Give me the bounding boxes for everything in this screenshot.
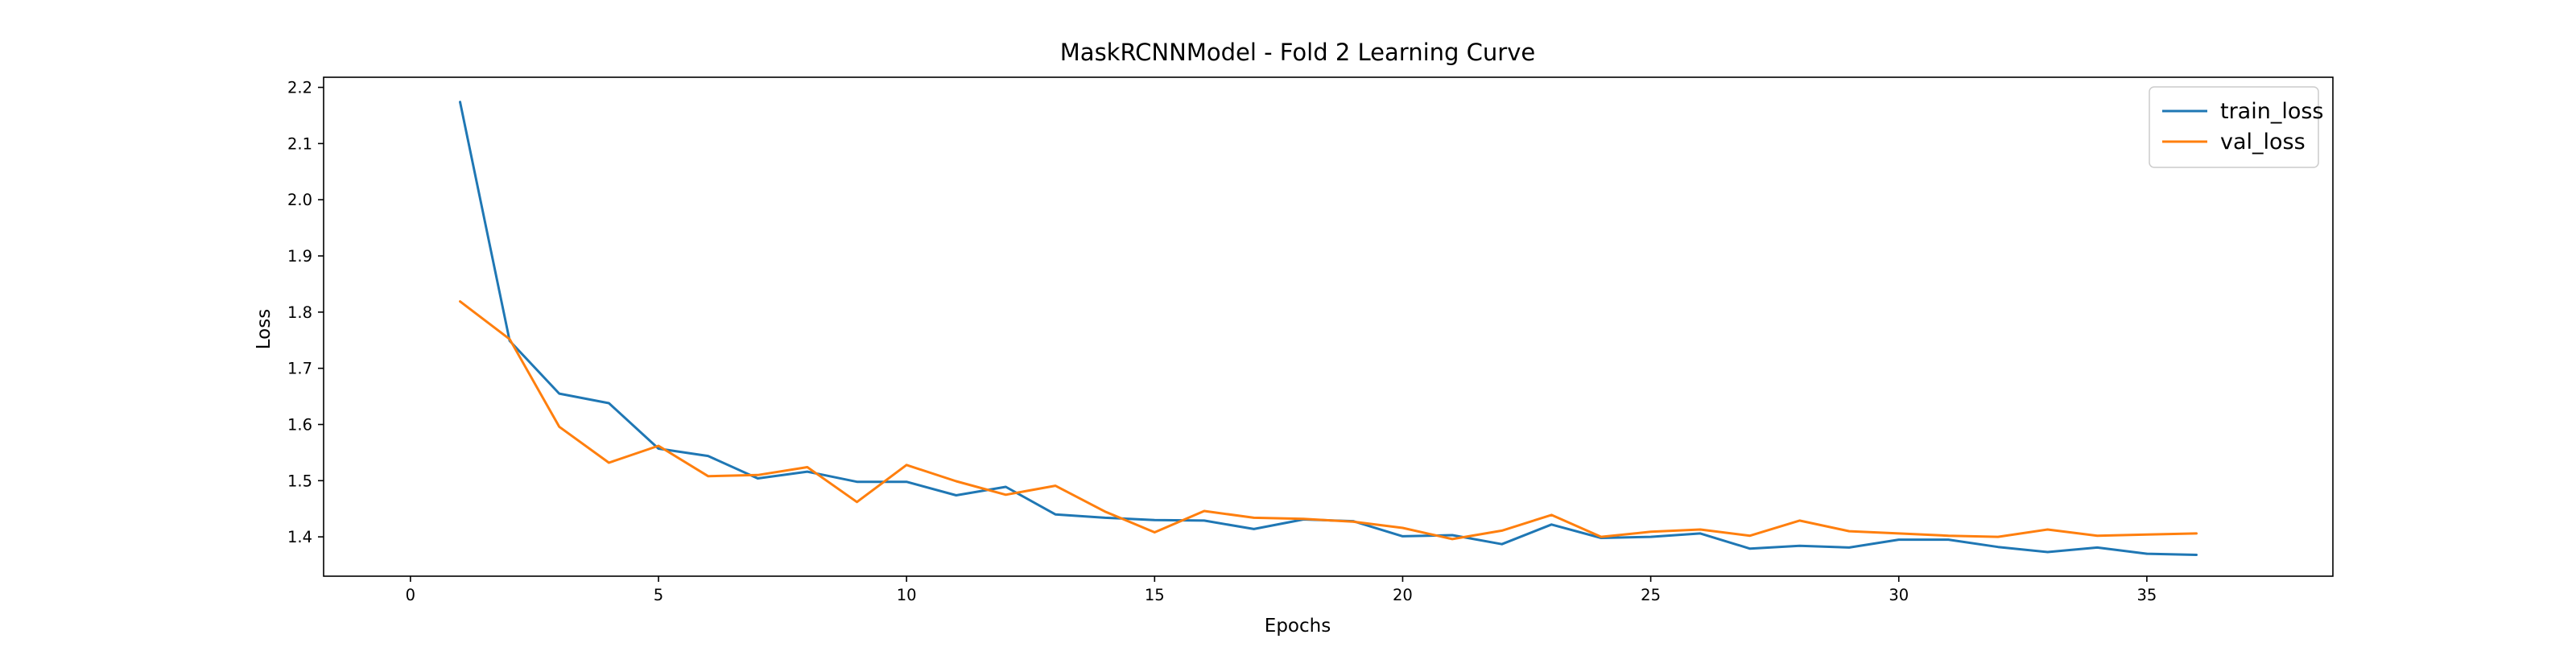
x-axis-label: Epochs	[1265, 616, 1331, 637]
chart-title: MaskRCNNModel - Fold 2 Learning Curve	[1060, 39, 1535, 66]
y-tick-label: 1.9	[287, 247, 312, 266]
y-tick-label: 2.2	[287, 79, 312, 97]
y-axis-label: Loss	[254, 309, 275, 349]
x-tick-label: 35	[2136, 586, 2157, 604]
legend-label-val-loss: val_loss	[2220, 130, 2306, 155]
y-tick-label: 1.6	[287, 415, 312, 434]
y-tick-label: 1.8	[287, 303, 312, 322]
x-tick-label: 25	[1641, 586, 1661, 604]
y-tick-label: 1.5	[287, 472, 312, 490]
axes-frame	[323, 76, 2334, 577]
y-tick-label: 1.7	[287, 360, 312, 378]
y-tick-label: 2.1	[287, 134, 312, 153]
x-tick-label: 5	[654, 586, 663, 604]
x-tick-label: 10	[897, 586, 917, 604]
legend-box	[2149, 86, 2319, 168]
series-line-val-loss	[459, 300, 2198, 541]
x-tick-label: 20	[1393, 586, 1413, 604]
legend-label-train-loss: train_loss	[2220, 99, 2324, 124]
x-tick-label: 0	[406, 586, 415, 604]
y-tick-label: 1.4	[287, 528, 312, 546]
x-tick-label: 30	[1889, 586, 1909, 604]
plot-area: 0 5 10 15 20 25 30 35 1.4 1.5 1.6 1.7 1.8 1.9 2.0 2.1 2.…	[287, 76, 2334, 604]
x-tick-label: 15	[1145, 586, 1165, 604]
y-tick-label: 2.0	[287, 191, 312, 209]
